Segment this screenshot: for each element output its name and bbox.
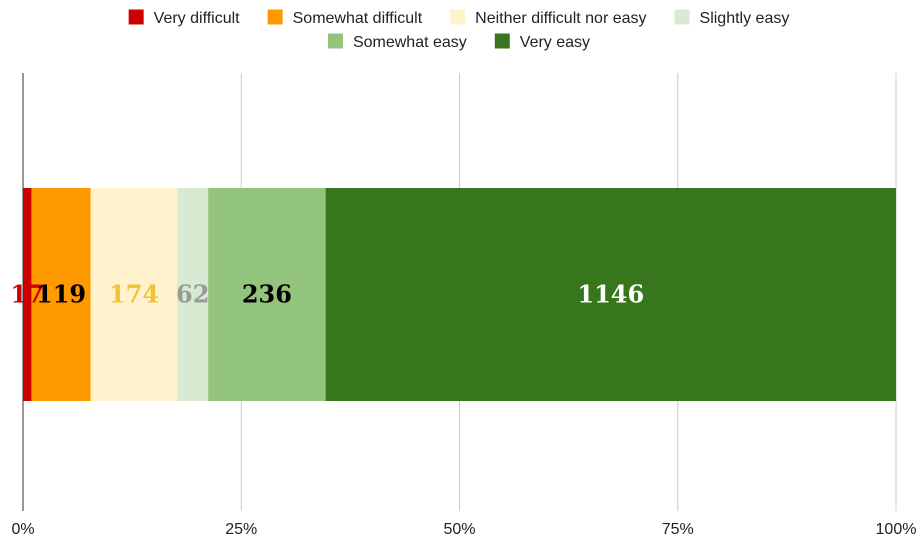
legend-swatch-very-difficult [128, 9, 144, 25]
legend-swatch-somewhat-difficult [267, 9, 283, 25]
bar-segment-somewhat-difficult [31, 188, 91, 401]
x-tick-label-50: 50% [443, 521, 475, 538]
legend-swatch-very-easy [494, 33, 510, 49]
data-label-very-easy: 1146 [577, 280, 644, 309]
legend-label-somewhat-difficult: Somewhat difficult [293, 10, 423, 27]
legend: Very difficult Somewhat difficult Neither … [128, 9, 790, 51]
data-label-neither-difficult-nor-easy: 174 [109, 280, 159, 309]
legend-label-somewhat-easy: Somewhat easy [353, 34, 467, 51]
legend-label-very-easy: Very easy [520, 34, 590, 51]
bar-segment-slightly-easy [177, 188, 209, 401]
bar-segment-somewhat-easy [208, 188, 326, 401]
legend-swatch-neither-difficult-nor-easy [450, 9, 466, 25]
bars [23, 188, 896, 401]
x-tick-label-25: 25% [225, 521, 257, 538]
data-label-very-difficult: 17 [11, 280, 44, 309]
legend-swatch-somewhat-easy [327, 33, 343, 49]
data-label-slightly-easy: 62 [176, 280, 209, 309]
legend-row: Somewhat easy Very easy [327, 33, 590, 51]
legend-swatch-slightly-easy [674, 9, 690, 25]
x-axis-ticks: 0% 25% 50% 75% 100% [11, 521, 916, 538]
bar-segment-neither-difficult-nor-easy [90, 188, 178, 401]
x-tick-label-0: 0% [11, 521, 34, 538]
data-label-somewhat-easy: 236 [242, 280, 292, 309]
legend-row: Very difficult Somewhat difficult Neither … [128, 9, 790, 27]
legend-label-very-difficult: Very difficult [154, 10, 241, 27]
bar-segment-very-difficult [23, 188, 32, 401]
legend-label-slightly-easy: Slightly easy [700, 10, 790, 27]
legend-label-neither-difficult-nor-easy: Neither difficult nor easy [475, 10, 646, 27]
data-label-somewhat-difficult: 119 [36, 280, 86, 309]
x-tick-label-75: 75% [662, 521, 694, 538]
bar-segment-very-easy [325, 188, 896, 401]
x-tick-label-100: 100% [876, 521, 917, 538]
